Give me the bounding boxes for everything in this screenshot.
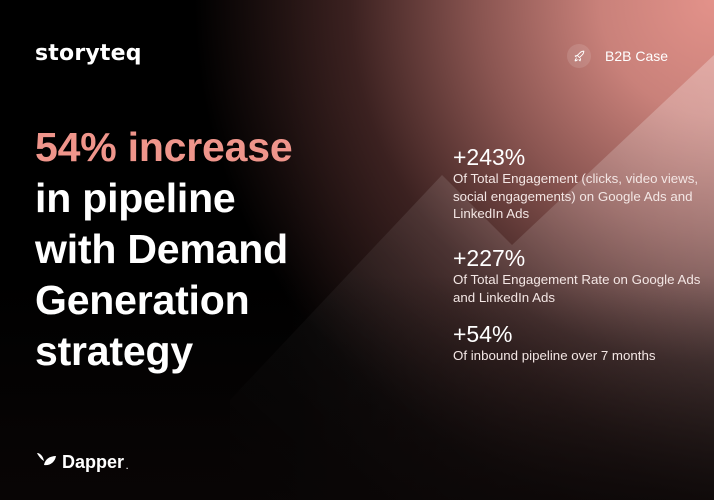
- case-type-badge: B2B Case: [567, 44, 668, 68]
- stat-item: +54% Of inbound pipeline over 7 months: [453, 321, 656, 365]
- leaf-icon: [37, 452, 57, 473]
- stat-description: Of Total Engagement Rate on Google Ads a…: [453, 272, 701, 305]
- dapper-wordmark: Dapper: [62, 452, 125, 472]
- dapper-logo: Dapper .: [37, 452, 128, 473]
- badge-label: B2B Case: [605, 48, 669, 64]
- stat-item: +227% Of Total Engagement Rate on Google…: [453, 245, 703, 306]
- storyteq-logo: storyteq: [35, 41, 142, 66]
- headline-accent: 54% increase: [35, 124, 293, 170]
- dapper-wordmark-dot: .: [126, 462, 129, 471]
- headline-line: Generation: [35, 277, 250, 323]
- stat-item: +243% Of Total Engagement (clicks, video…: [453, 144, 703, 223]
- stat-description: Of Total Engagement (clicks, video views…: [453, 171, 699, 221]
- stat-value: +227%: [453, 245, 526, 271]
- headline-line: in pipeline: [35, 175, 236, 221]
- stat-value: +54%: [453, 321, 513, 347]
- stat-value: +243%: [453, 144, 526, 170]
- rocket-icon: [567, 44, 591, 68]
- stat-description: Of inbound pipeline over 7 months: [453, 348, 656, 363]
- headline: 54% increase in pipeline with Demand Gen…: [35, 122, 293, 377]
- headline-line: with Demand: [35, 226, 288, 272]
- headline-line: strategy: [35, 328, 193, 374]
